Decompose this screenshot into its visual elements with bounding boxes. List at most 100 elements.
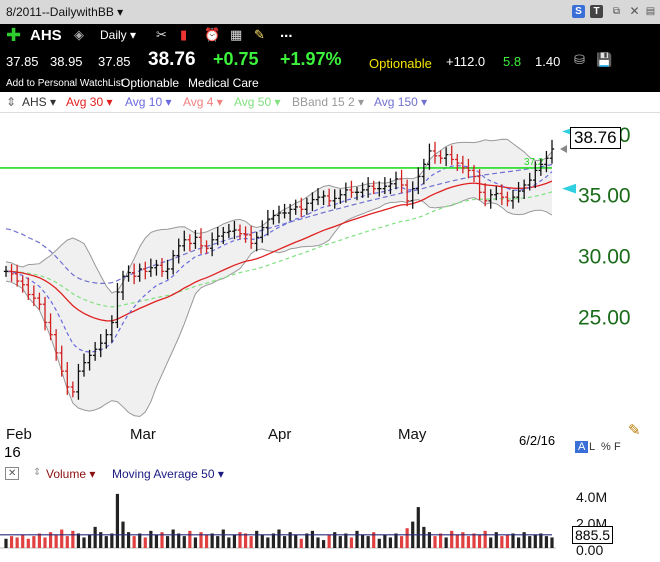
volume-bar xyxy=(143,537,147,548)
volume-bar xyxy=(299,538,303,548)
volume-bar xyxy=(132,536,136,548)
legend-bband[interactable]: BBand 15 2 ▾ xyxy=(292,95,365,109)
legend-avg50[interactable]: Avg 50 ▾ xyxy=(234,95,281,109)
window-title[interactable]: 8/2011--DailywithBB ▾ xyxy=(6,5,124,19)
price-bar xyxy=(365,177,371,198)
legend-volume[interactable]: Volume ▾ xyxy=(46,467,96,481)
volume-bar xyxy=(37,533,42,548)
database-icon[interactable]: ⛁ xyxy=(574,52,585,67)
price-bar xyxy=(165,259,170,280)
price-bar xyxy=(271,209,276,225)
scale-pct-button[interactable]: % xyxy=(601,441,611,453)
price-bar xyxy=(544,150,549,173)
price-bar xyxy=(31,285,37,307)
price-bar xyxy=(176,238,181,264)
volume-bar xyxy=(477,534,482,548)
avg10-line xyxy=(5,164,553,353)
volume-bar xyxy=(288,532,292,548)
volume-arrow-icon[interactable]: ⇕ xyxy=(33,467,42,478)
price-bar xyxy=(215,226,220,246)
title-dropdown-icon[interactable]: ▾ xyxy=(117,5,124,19)
alarm-icon[interactable]: ⏰ xyxy=(204,27,221,42)
volume-bar xyxy=(316,537,320,548)
legend-avg4[interactable]: Avg 4 ▾ xyxy=(183,95,223,109)
scale-l-button[interactable]: L xyxy=(589,441,596,453)
price-bar xyxy=(209,232,215,257)
price-bar xyxy=(187,234,193,252)
legend-symbol[interactable]: AHS ▾ xyxy=(22,95,57,109)
price-bar xyxy=(455,153,460,172)
scale-f-button[interactable]: F xyxy=(614,441,621,453)
volume-bar xyxy=(377,538,381,548)
volume-bar xyxy=(505,534,510,548)
price-bar xyxy=(143,261,148,280)
volume-bar xyxy=(255,530,259,548)
volume-bar xyxy=(243,533,248,548)
price-change: +0.75 xyxy=(213,49,259,69)
tag-icon[interactable]: ◈ xyxy=(74,27,84,42)
price-bar xyxy=(460,155,466,174)
volume-bar xyxy=(266,537,270,548)
volume-chart[interactable]: 4.0M2.0M0.00 xyxy=(0,482,660,562)
volume-bar xyxy=(9,536,14,548)
price-bar xyxy=(338,189,343,204)
close-icon[interactable]: ✕ xyxy=(629,4,640,18)
volume-bar xyxy=(43,537,47,548)
avg150-line xyxy=(5,163,553,284)
price-bar xyxy=(70,381,76,398)
legend-volume-ma[interactable]: Moving Average 50 ▾ xyxy=(112,467,224,481)
save-icon[interactable]: 💾 xyxy=(596,52,613,67)
restore-icon[interactable]: ⧉ xyxy=(612,6,621,17)
volume-bar xyxy=(455,534,459,548)
arrow-icon[interactable]: ⇕ xyxy=(6,95,17,109)
volume-bar xyxy=(416,507,420,548)
calendar-icon[interactable]: ▦ xyxy=(230,27,243,42)
legend-avg10[interactable]: Avg 10 ▾ xyxy=(125,95,172,109)
volume-bar xyxy=(494,532,498,548)
volume-bar xyxy=(154,534,159,548)
price-bar xyxy=(505,191,510,207)
tools-icon[interactable]: ✂ xyxy=(156,27,167,42)
price-bar xyxy=(65,362,70,395)
scale-a-button[interactable]: A xyxy=(575,441,589,453)
price-bar xyxy=(377,181,382,197)
volume-value-box: 885.5 xyxy=(572,526,614,544)
toolbar: ✚ AHS ◈ Daily ▾ ✂ ▮ ⏰ ▦ ✎ ... xyxy=(0,24,660,46)
indicator-legend: ⇕ AHS ▾ Avg 30 ▾ Avg 10 ▾ Avg 4 ▾ Avg 50… xyxy=(0,92,660,113)
plus-icon[interactable]: ✚ xyxy=(6,25,22,45)
volume-bar xyxy=(149,530,153,548)
note-icon[interactable]: ✎ xyxy=(254,27,265,42)
volume-bar xyxy=(171,529,175,548)
more-button[interactable]: ... xyxy=(280,24,293,41)
bar-chart-icon[interactable]: ▮ xyxy=(180,27,188,42)
price-bar xyxy=(449,145,454,165)
price-bar xyxy=(87,349,92,371)
price-bar xyxy=(482,183,488,207)
volume-bar xyxy=(188,530,192,548)
low-value: 37.85 xyxy=(98,54,131,69)
volume-bar xyxy=(26,538,30,548)
period-select[interactable]: Daily ▾ xyxy=(100,28,137,42)
price-bar xyxy=(131,263,137,285)
pencil-icon[interactable]: ✎ xyxy=(628,422,641,439)
price-bar xyxy=(59,345,64,377)
price-bar xyxy=(315,188,321,206)
legend-avg150[interactable]: Avg 150 ▾ xyxy=(374,95,428,109)
t-icon[interactable]: T xyxy=(590,5,603,18)
x-tick-label: May xyxy=(398,426,427,443)
volume-bar xyxy=(260,534,264,548)
horizontal-line-label: 37.2 xyxy=(524,157,544,168)
volume-bar xyxy=(355,530,359,548)
print-icon[interactable]: ▤ xyxy=(645,6,656,17)
volume-bar xyxy=(165,536,170,548)
price-bar xyxy=(26,277,31,300)
volume-close-icon[interactable]: ✕ xyxy=(5,467,20,480)
legend-avg30[interactable]: Avg 30 ▾ xyxy=(66,95,113,109)
share-icon[interactable]: S xyxy=(572,5,585,18)
volume-bar xyxy=(32,536,36,548)
symbol-label[interactable]: AHS xyxy=(30,27,62,44)
price-bar xyxy=(42,296,48,331)
watchlist-link[interactable]: Add to Personal WatchList xyxy=(6,78,124,89)
price-bar xyxy=(310,192,315,212)
